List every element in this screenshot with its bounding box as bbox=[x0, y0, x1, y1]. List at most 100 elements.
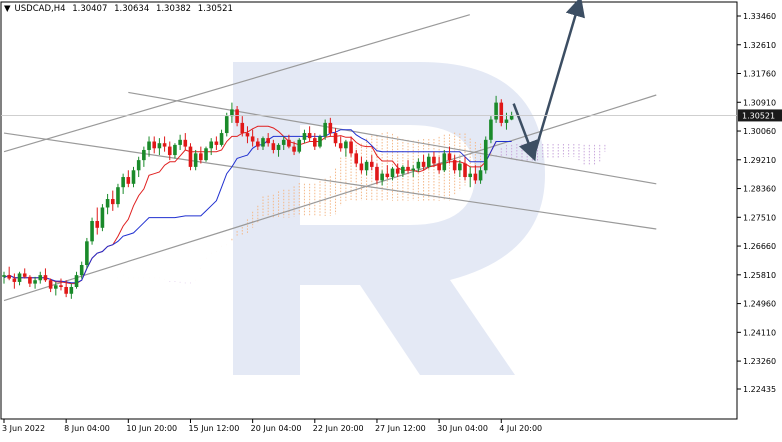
candle-body bbox=[401, 166, 405, 174]
candle-body bbox=[33, 280, 37, 284]
candle-body bbox=[364, 161, 369, 171]
candle-body bbox=[219, 133, 224, 145]
candle-body bbox=[59, 285, 63, 287]
candle-body bbox=[287, 139, 291, 147]
forecast-arrow-down bbox=[512, 103, 538, 162]
candle-body bbox=[38, 275, 43, 281]
channel-line bbox=[3, 94, 657, 302]
y-tick-label: 1.24110 bbox=[743, 328, 776, 337]
open-value: 1.30407 bbox=[72, 4, 108, 14]
candle-body bbox=[157, 143, 162, 149]
candle-body bbox=[85, 241, 89, 266]
candle-body bbox=[406, 166, 410, 171]
candle-body bbox=[411, 168, 416, 171]
candle-body bbox=[442, 153, 447, 171]
candle-body bbox=[359, 163, 364, 171]
candle-body bbox=[183, 139, 188, 147]
x-tick-label: 15 Jun 12:00 bbox=[188, 424, 239, 433]
candle-body bbox=[385, 173, 390, 178]
x-tick-label: 20 Jun 04:00 bbox=[251, 424, 302, 433]
candle-body bbox=[188, 146, 193, 167]
y-tick-label: 1.24960 bbox=[743, 300, 776, 309]
candle-body bbox=[100, 207, 105, 228]
candle-body bbox=[224, 116, 229, 134]
candle-body bbox=[74, 275, 79, 287]
y-tick-label: 1.23260 bbox=[743, 357, 776, 366]
y-axis: 1.33460 1.32610 1.31760 1.30910 1.30060 1.292… bbox=[737, 12, 776, 394]
plot-frame bbox=[0, 1, 738, 420]
candle-body bbox=[302, 133, 307, 140]
candle-body bbox=[369, 161, 374, 167]
candle-body bbox=[178, 139, 182, 145]
channel-line bbox=[128, 91, 657, 185]
x-tick-label: 8 Jun 04:00 bbox=[64, 424, 110, 433]
candle-body bbox=[390, 168, 395, 178]
candle-body bbox=[2, 275, 6, 277]
y-tick-label: 1.26660 bbox=[743, 242, 776, 251]
channel-line bbox=[3, 14, 470, 153]
candle-body bbox=[214, 141, 219, 145]
x-tick-label: 4 Jul 20:00 bbox=[499, 424, 542, 433]
candle-body bbox=[426, 156, 431, 167]
y-tick-label: 1.33460 bbox=[743, 12, 776, 21]
low-value: 1.30382 bbox=[155, 4, 192, 14]
dropdown-triangle-icon[interactable]: ▼ bbox=[4, 4, 11, 14]
candle-body bbox=[204, 148, 208, 161]
y-tick-label: 1.30910 bbox=[743, 98, 776, 107]
candle-body bbox=[147, 141, 151, 150]
y-tick-label: 1.30060 bbox=[743, 127, 776, 136]
candle-body bbox=[256, 141, 260, 147]
candle-body bbox=[79, 265, 84, 276]
candle-body bbox=[313, 138, 317, 147]
candle-body bbox=[121, 177, 125, 188]
y-tick-label: 1.27510 bbox=[743, 213, 776, 222]
candle-body bbox=[447, 153, 452, 161]
candle-body bbox=[199, 153, 203, 161]
candle-body bbox=[323, 122, 327, 137]
plot-border bbox=[0, 1, 738, 420]
candle-body bbox=[193, 153, 198, 167]
candle-body bbox=[318, 136, 322, 147]
x-tick-label: 22 Jun 20:00 bbox=[313, 424, 364, 433]
candle-body bbox=[126, 177, 131, 184]
symbol-label: USDCAD,H4 bbox=[14, 4, 66, 14]
candle-body bbox=[354, 153, 359, 164]
candle-body bbox=[162, 143, 167, 147]
y-tick-label: 1.28360 bbox=[743, 185, 776, 194]
watermark-logo bbox=[233, 62, 545, 375]
x-tick-label: 10 Jun 20:00 bbox=[126, 424, 177, 433]
candle-body bbox=[421, 161, 426, 167]
x-tick-label: 27 Jun 12:00 bbox=[375, 424, 426, 433]
candle-body bbox=[380, 173, 384, 181]
candle-body bbox=[17, 273, 22, 282]
candle-body bbox=[468, 173, 472, 178]
x-axis: 3 Jun 2022 8 Jun 04:00 10 Jun 20:00 15 Jun … bbox=[2, 419, 542, 433]
candle-body bbox=[375, 166, 379, 181]
candle-body bbox=[167, 146, 172, 156]
candle-body bbox=[131, 170, 136, 184]
candle-body bbox=[328, 122, 333, 134]
candle-body bbox=[64, 286, 68, 294]
candle-body bbox=[489, 119, 493, 140]
candle-body bbox=[483, 139, 488, 171]
candle-body bbox=[338, 143, 343, 149]
candle-body bbox=[432, 156, 436, 164]
candle-body bbox=[95, 221, 100, 228]
candle-body bbox=[281, 139, 286, 145]
candle-body bbox=[292, 146, 296, 152]
trend-channel-lines bbox=[3, 14, 657, 302]
candle-body bbox=[173, 144, 177, 156]
candle-body bbox=[395, 168, 400, 174]
candle-body bbox=[271, 143, 276, 150]
forecast-arrow-up bbox=[532, 0, 585, 158]
candle-body bbox=[110, 199, 115, 205]
candle-body bbox=[69, 286, 74, 294]
candle-body bbox=[152, 141, 157, 149]
candle-body bbox=[136, 160, 141, 171]
candle-body bbox=[297, 139, 302, 152]
candle-body bbox=[105, 199, 110, 208]
close-value: 1.30521 bbox=[197, 4, 233, 14]
chart-header: ▼ USDCAD,H4 1.30407 1.30634 1.30382 1.305… bbox=[4, 4, 237, 14]
